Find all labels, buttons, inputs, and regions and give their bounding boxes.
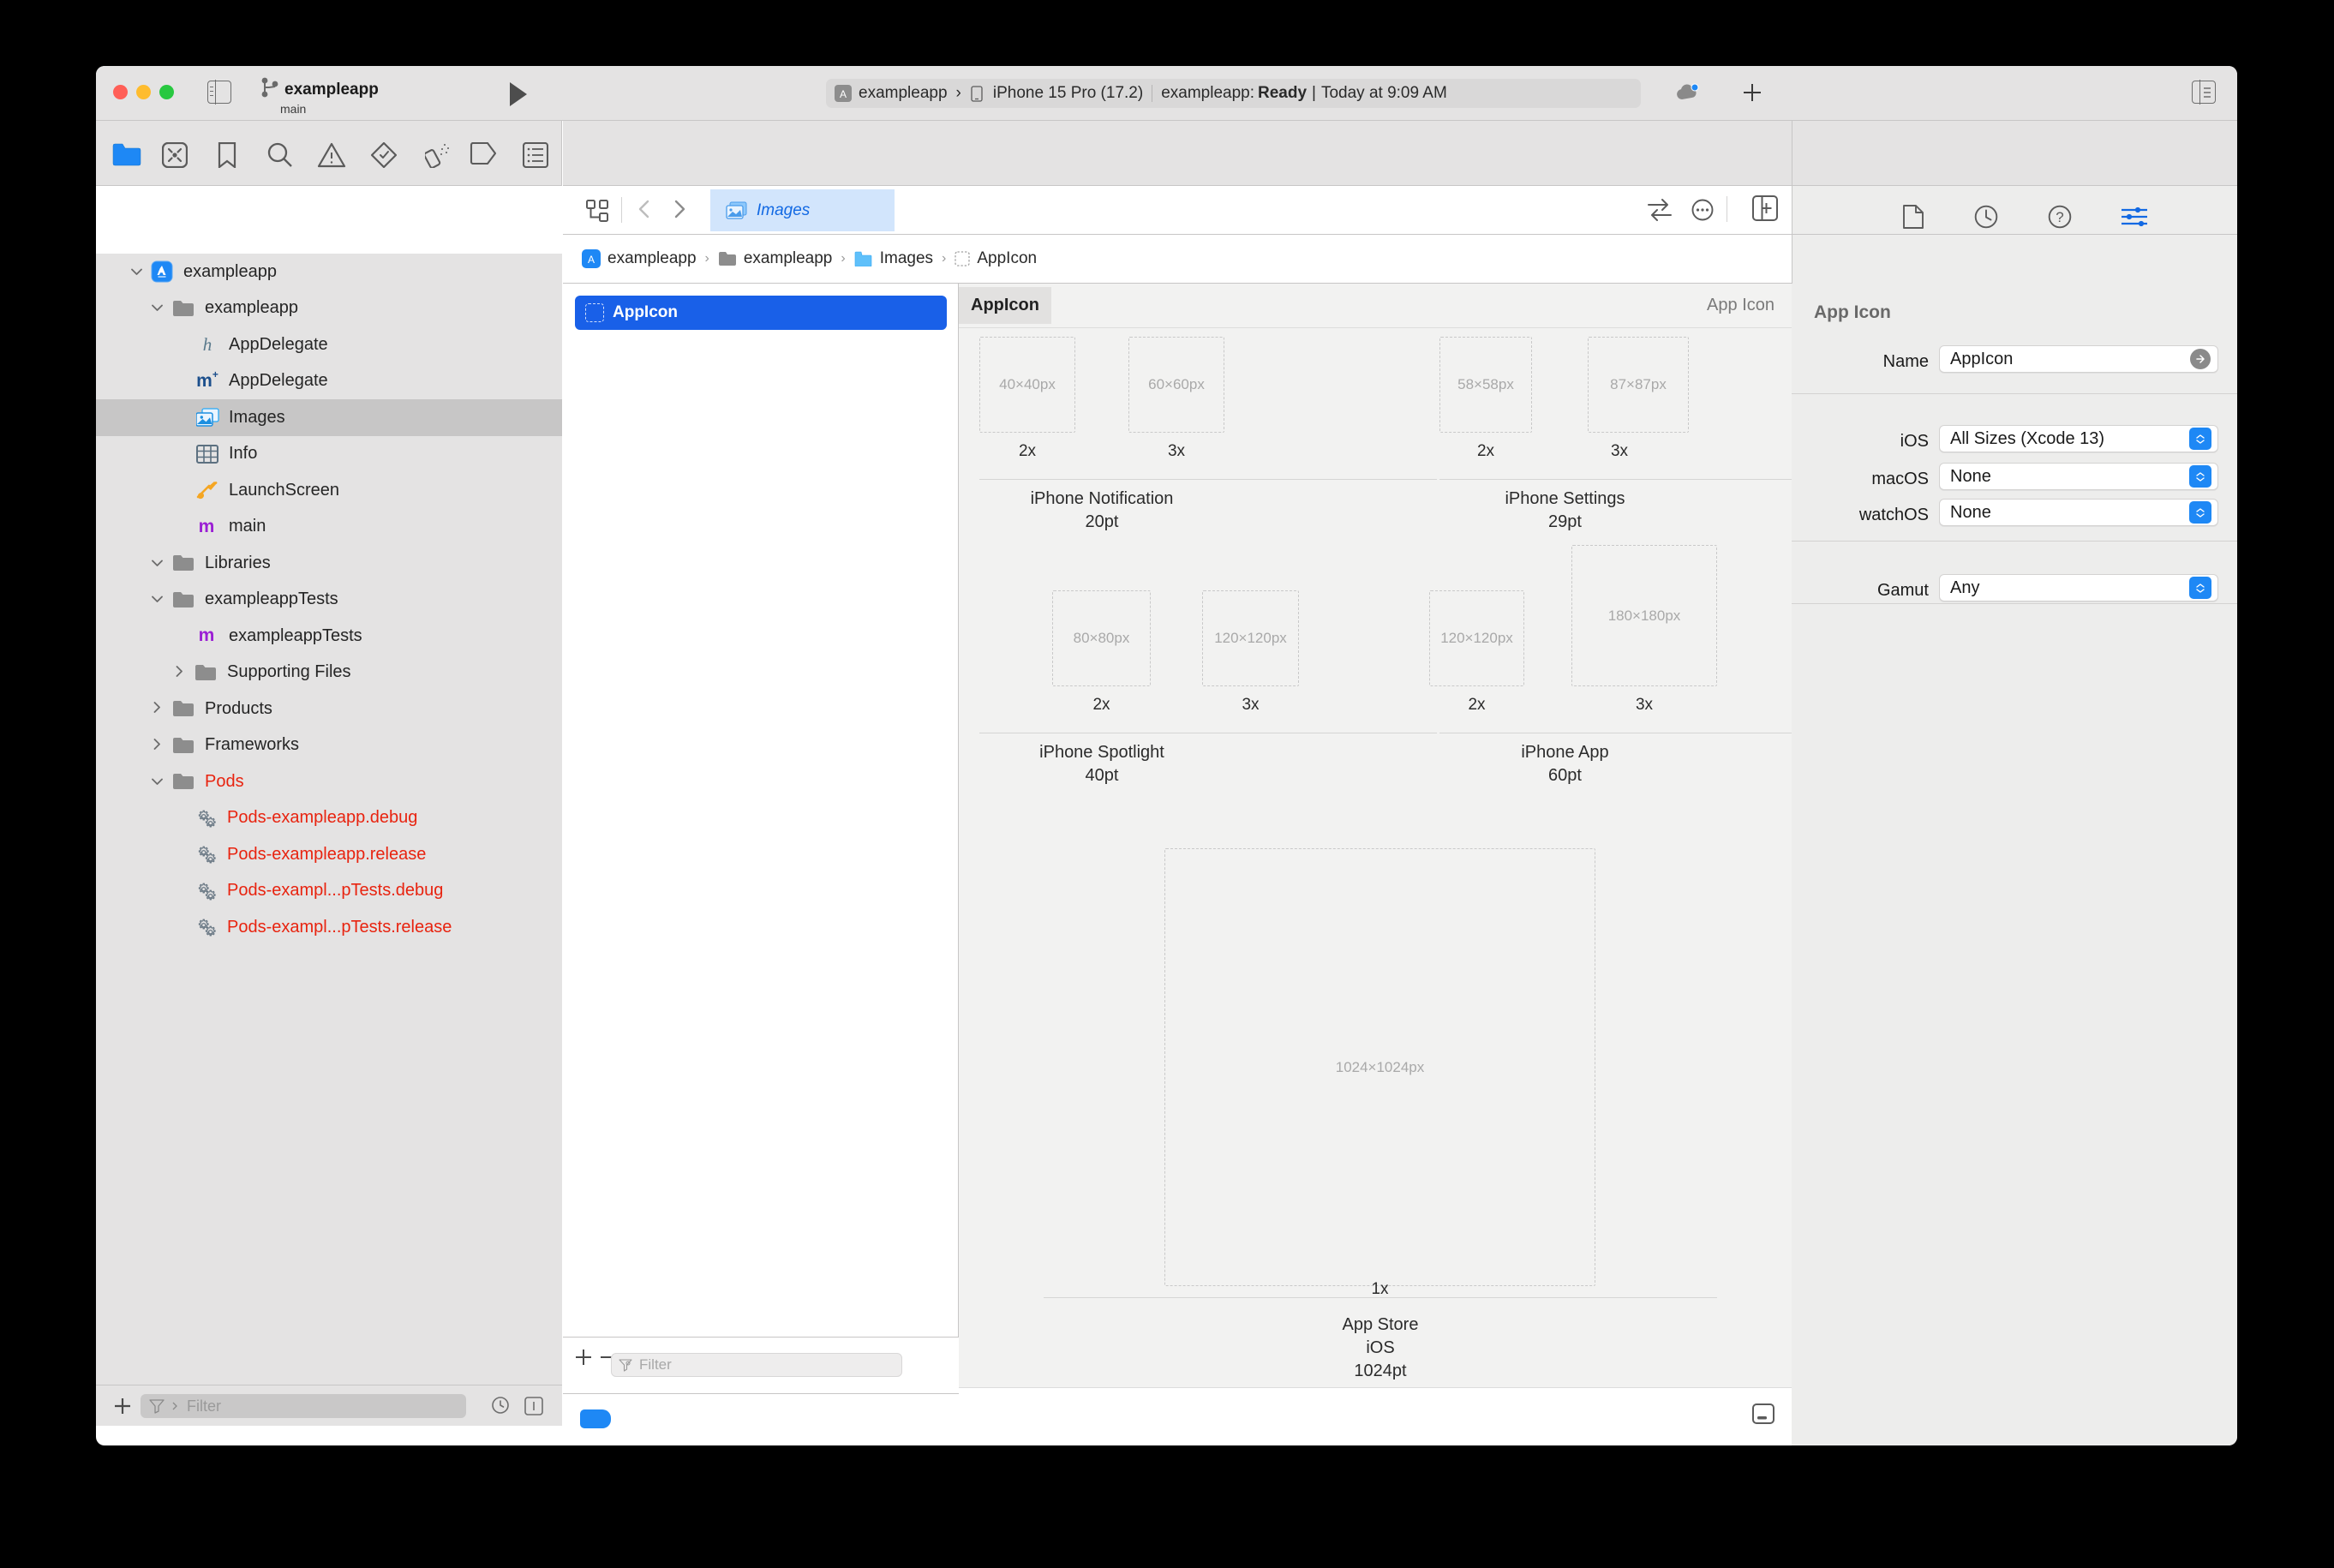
svg-text:?: ? [2056,209,2063,225]
svg-text:A: A [840,88,847,100]
svg-text:A: A [588,254,595,266]
